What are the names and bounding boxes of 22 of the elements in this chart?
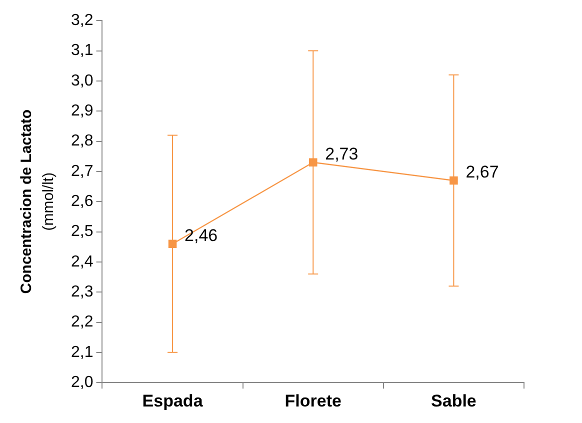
- y-tick-label: 3,2: [70, 12, 94, 30]
- x-tick-label: Espada: [142, 391, 204, 410]
- data-label: 2,67: [466, 162, 499, 182]
- point: [450, 176, 458, 185]
- y-tick-label: 2,1: [70, 344, 94, 361]
- y-tick-label: 3,1: [70, 42, 94, 60]
- data-label: 2,73: [325, 144, 358, 164]
- y-tick-label: 3,0: [70, 72, 94, 90]
- y-axis-title: Concentracion de Lactato (mmol/lt): [18, 110, 58, 294]
- y-tick-label: 2,7: [70, 162, 94, 180]
- y-tick-label: 2,5: [70, 223, 94, 240]
- data-label: 2,46: [184, 226, 218, 245]
- point: [308, 158, 318, 167]
- y-tick-label: 2,6: [70, 193, 94, 210]
- y-tick-label: 2,3: [70, 284, 94, 301]
- y-tick-label: 2,4: [70, 253, 94, 270]
- y-tick-label: 2,2: [70, 314, 94, 331]
- x-tick-label: Florete: [284, 391, 342, 410]
- y-tick-label: 2,8: [70, 132, 94, 150]
- y-tick-label: 2,9: [70, 102, 94, 120]
- y-tick-label: 2,0: [70, 374, 94, 392]
- x-tick-label: Sable: [431, 391, 476, 410]
